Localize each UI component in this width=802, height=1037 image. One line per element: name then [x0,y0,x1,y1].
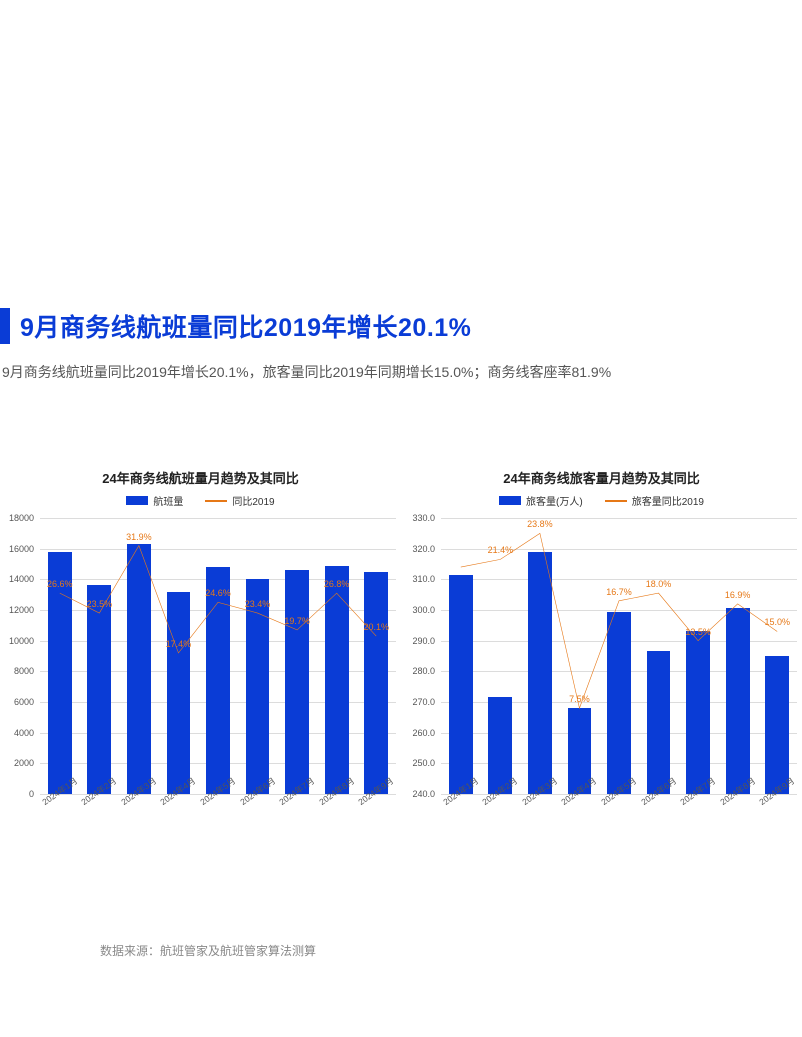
y-tick-label: 250.0 [412,758,435,768]
line-data-label: 19.7% [284,616,310,626]
y-tick-label: 2000 [14,758,34,768]
line-data-label: 18.0% [646,579,672,589]
charts-row: 24年商务线航班量月趋势及其同比 航班量 同比2019 020004000600… [0,468,802,848]
y-tick-label: 280.0 [412,666,435,676]
y-tick-label: 10000 [9,636,34,646]
plot-area-left: 0200040006000800010000120001400016000180… [40,518,396,794]
line-swatch-icon [205,500,227,502]
y-tick-label: 320.0 [412,544,435,554]
line-layer [441,518,797,794]
legend-line-left-label: 同比2019 [232,493,274,508]
line-swatch-icon [605,500,627,502]
y-tick-label: 240.0 [412,789,435,799]
line-data-label: 23.8% [527,519,553,529]
bar-swatch-icon [499,496,521,505]
line-data-label: 20.1% [363,622,389,632]
x-axis-right: 2024年1月2024年2月2024年3月2024年4月2024年5月2024年… [441,794,797,848]
chart-left: 24年商务线航班量月趋势及其同比 航班量 同比2019 020004000600… [0,468,401,848]
data-source: 数据来源：航班管家及航班管家算法测算 [100,942,316,959]
line-data-label: 16.9% [725,590,751,600]
legend-bar-left: 航班量 [126,493,183,508]
page-title: 9月商务线航班量同比2019年增长20.1% [20,308,471,344]
chart-right: 24年商务线旅客量月趋势及其同比 旅客量(万人) 旅客量同比2019 240.0… [401,468,802,848]
line-data-label: 23.5% [87,599,113,609]
y-tick-label: 0 [29,789,34,799]
line-data-label: 24.6% [205,588,231,598]
chart-right-plot: 240.0 250.0 260.0 270.0 280.0 290.0 300.0 310.0… [401,518,802,848]
y-tick-label: 310.0 [412,574,435,584]
line-data-label: 7.5% [569,694,590,704]
y-tick-label: 8000 [14,666,34,676]
line-layer [40,518,396,794]
chart-left-plot: 0200040006000800010000120001400016000180… [0,518,401,848]
y-tick-label: 12000 [9,605,34,615]
chart-right-title: 24年商务线旅客量月趋势及其同比 [401,468,802,487]
legend-bar-right-label: 旅客量(万人) [526,493,583,508]
line-data-label: 15.0% [764,617,790,627]
y-tick-label: 290.0 [412,636,435,646]
y-tick-label: 260.0 [412,728,435,738]
plot-area-right: 240.0250.0260.0270.0280.0290.0300.0310.0… [441,518,797,794]
legend-line-left: 同比2019 [205,493,274,508]
line-data-label: 16.7% [606,587,632,597]
line-data-label: 31.9% [126,532,152,542]
y-tick-label: 18000 [9,513,34,523]
line-data-label: 26.6% [47,579,73,589]
title-bar: 9月商务线航班量同比2019年增长20.1% [0,308,802,344]
legend-bar-right: 旅客量(万人) [499,493,583,508]
line-data-label: 21.4% [488,545,514,555]
line-data-label: 17.4% [166,639,192,649]
line-data-label: 23.4% [245,599,271,609]
legend-bar-left-label: 航班量 [153,493,183,508]
y-tick-label: 14000 [9,574,34,584]
line-data-label: 13.5% [685,627,711,637]
x-axis-left: 2024年1月2024年2月2024年3月2024年4月2024年5月2024年… [40,794,396,848]
legend-line-right: 旅客量同比2019 [605,493,704,508]
chart-right-legend: 旅客量(万人) 旅客量同比2019 [401,493,802,508]
page-subtitle: 9月商务线航班量同比2019年增长20.1%，旅客量同比2019年同期增长15.… [2,362,802,382]
line-data-label: 26.8% [324,579,350,589]
legend-line-right-label: 旅客量同比2019 [632,493,704,508]
y-tick-label: 16000 [9,544,34,554]
bar-swatch-icon [126,496,148,505]
title-marker [0,308,10,344]
chart-left-title: 24年商务线航班量月趋势及其同比 [0,468,401,487]
y-tick-label: 330.0 [412,513,435,523]
page-root: 9月商务线航班量同比2019年增长20.1% 9月商务线航班量同比2019年增长… [0,0,802,1037]
y-tick-label: 4000 [14,728,34,738]
y-tick-label: 300.0 [412,605,435,615]
y-tick-label: 270.0 [412,697,435,707]
y-tick-label: 6000 [14,697,34,707]
header-section: 9月商务线航班量同比2019年增长20.1% 9月商务线航班量同比2019年增长… [0,308,802,382]
chart-left-legend: 航班量 同比2019 [0,493,401,508]
